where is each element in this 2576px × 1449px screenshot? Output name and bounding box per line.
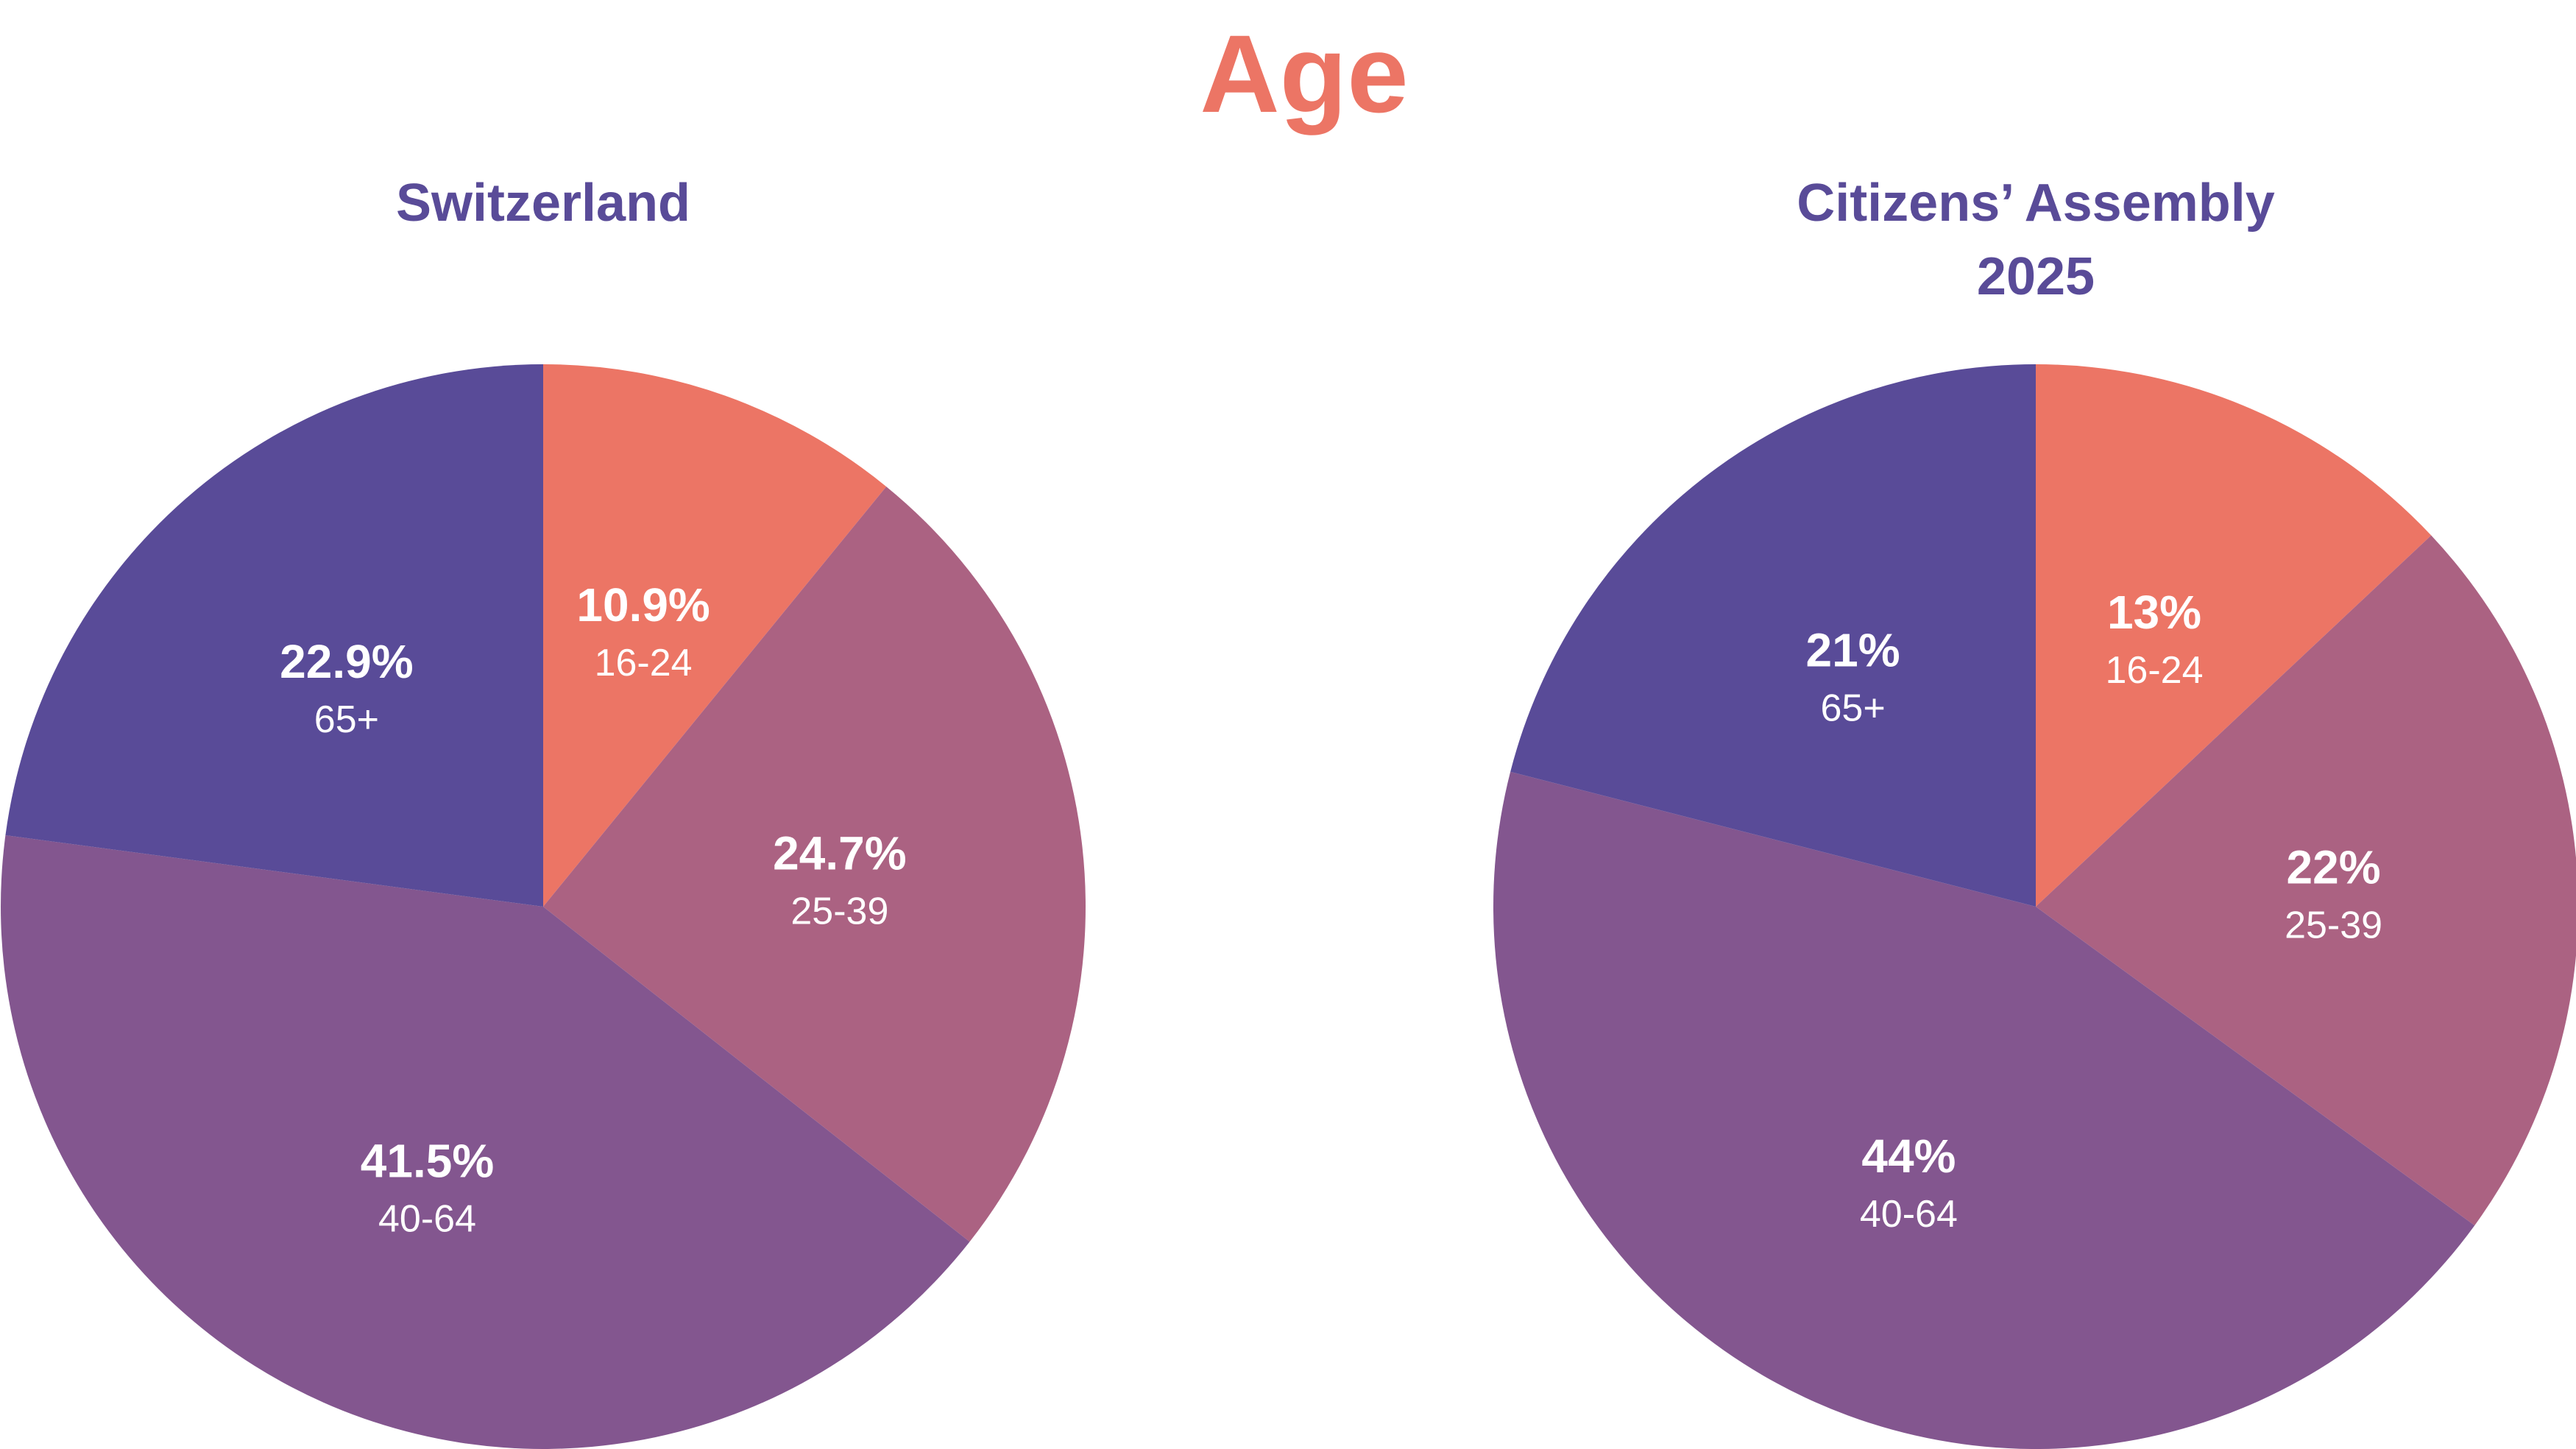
- slice-value-label: 41.5%: [361, 1135, 494, 1188]
- slice-category-label: 16-24: [595, 642, 693, 684]
- slice-value-label: 22%: [2287, 841, 2381, 894]
- slice-category-label: 16-24: [2106, 649, 2204, 692]
- pie-title-line: Switzerland: [396, 174, 690, 233]
- pie-title-line: Citizens’ Assembly: [1797, 174, 2275, 233]
- slice-value-label: 10.9%: [576, 578, 710, 631]
- pie-slice-25-39: [2036, 535, 2576, 1226]
- slice-category-label: 40-64: [1860, 1193, 1958, 1236]
- slice-category-label: 40-64: [378, 1198, 476, 1241]
- chart-main-title: Age: [1200, 12, 1408, 135]
- pie-slice-16-24: [543, 364, 887, 907]
- pie-title-line: 2025: [1977, 247, 2095, 306]
- pie-slice-65plus: [5, 364, 544, 907]
- pie-chart-1: Switzerland 10.9% 16-24 24.7% 25-39 41.5% 40-6…: [1, 174, 1086, 1449]
- slice-value-label: 24.7%: [773, 827, 906, 880]
- slice-category-label: 65+: [314, 698, 379, 741]
- slice-category-label: 65+: [1820, 687, 1885, 730]
- pies-layer: Switzerland 10.9% 16-24 24.7% 25-39 41.5% 40-6…: [1, 174, 2576, 1449]
- slice-value-label: 13%: [2107, 586, 2201, 639]
- slice-category-label: 25-39: [790, 890, 888, 933]
- slice-category-label: 25-39: [2285, 904, 2382, 947]
- pie-chart-2: Citizens’ Assembly 2025 13% 16-24 22% 25-39 44…: [1493, 174, 2576, 1449]
- pie-slice-40-64: [1493, 771, 2475, 1449]
- pie-slice-40-64: [1, 835, 970, 1449]
- slice-value-label: 44%: [1861, 1130, 1956, 1183]
- slice-value-label: 22.9%: [280, 635, 413, 688]
- pie-slice-25-39: [543, 486, 1086, 1242]
- slice-value-label: 21%: [1806, 624, 1900, 677]
- pie-slice-65plus: [1510, 364, 2036, 907]
- pie-slice-16-24: [2036, 364, 2432, 907]
